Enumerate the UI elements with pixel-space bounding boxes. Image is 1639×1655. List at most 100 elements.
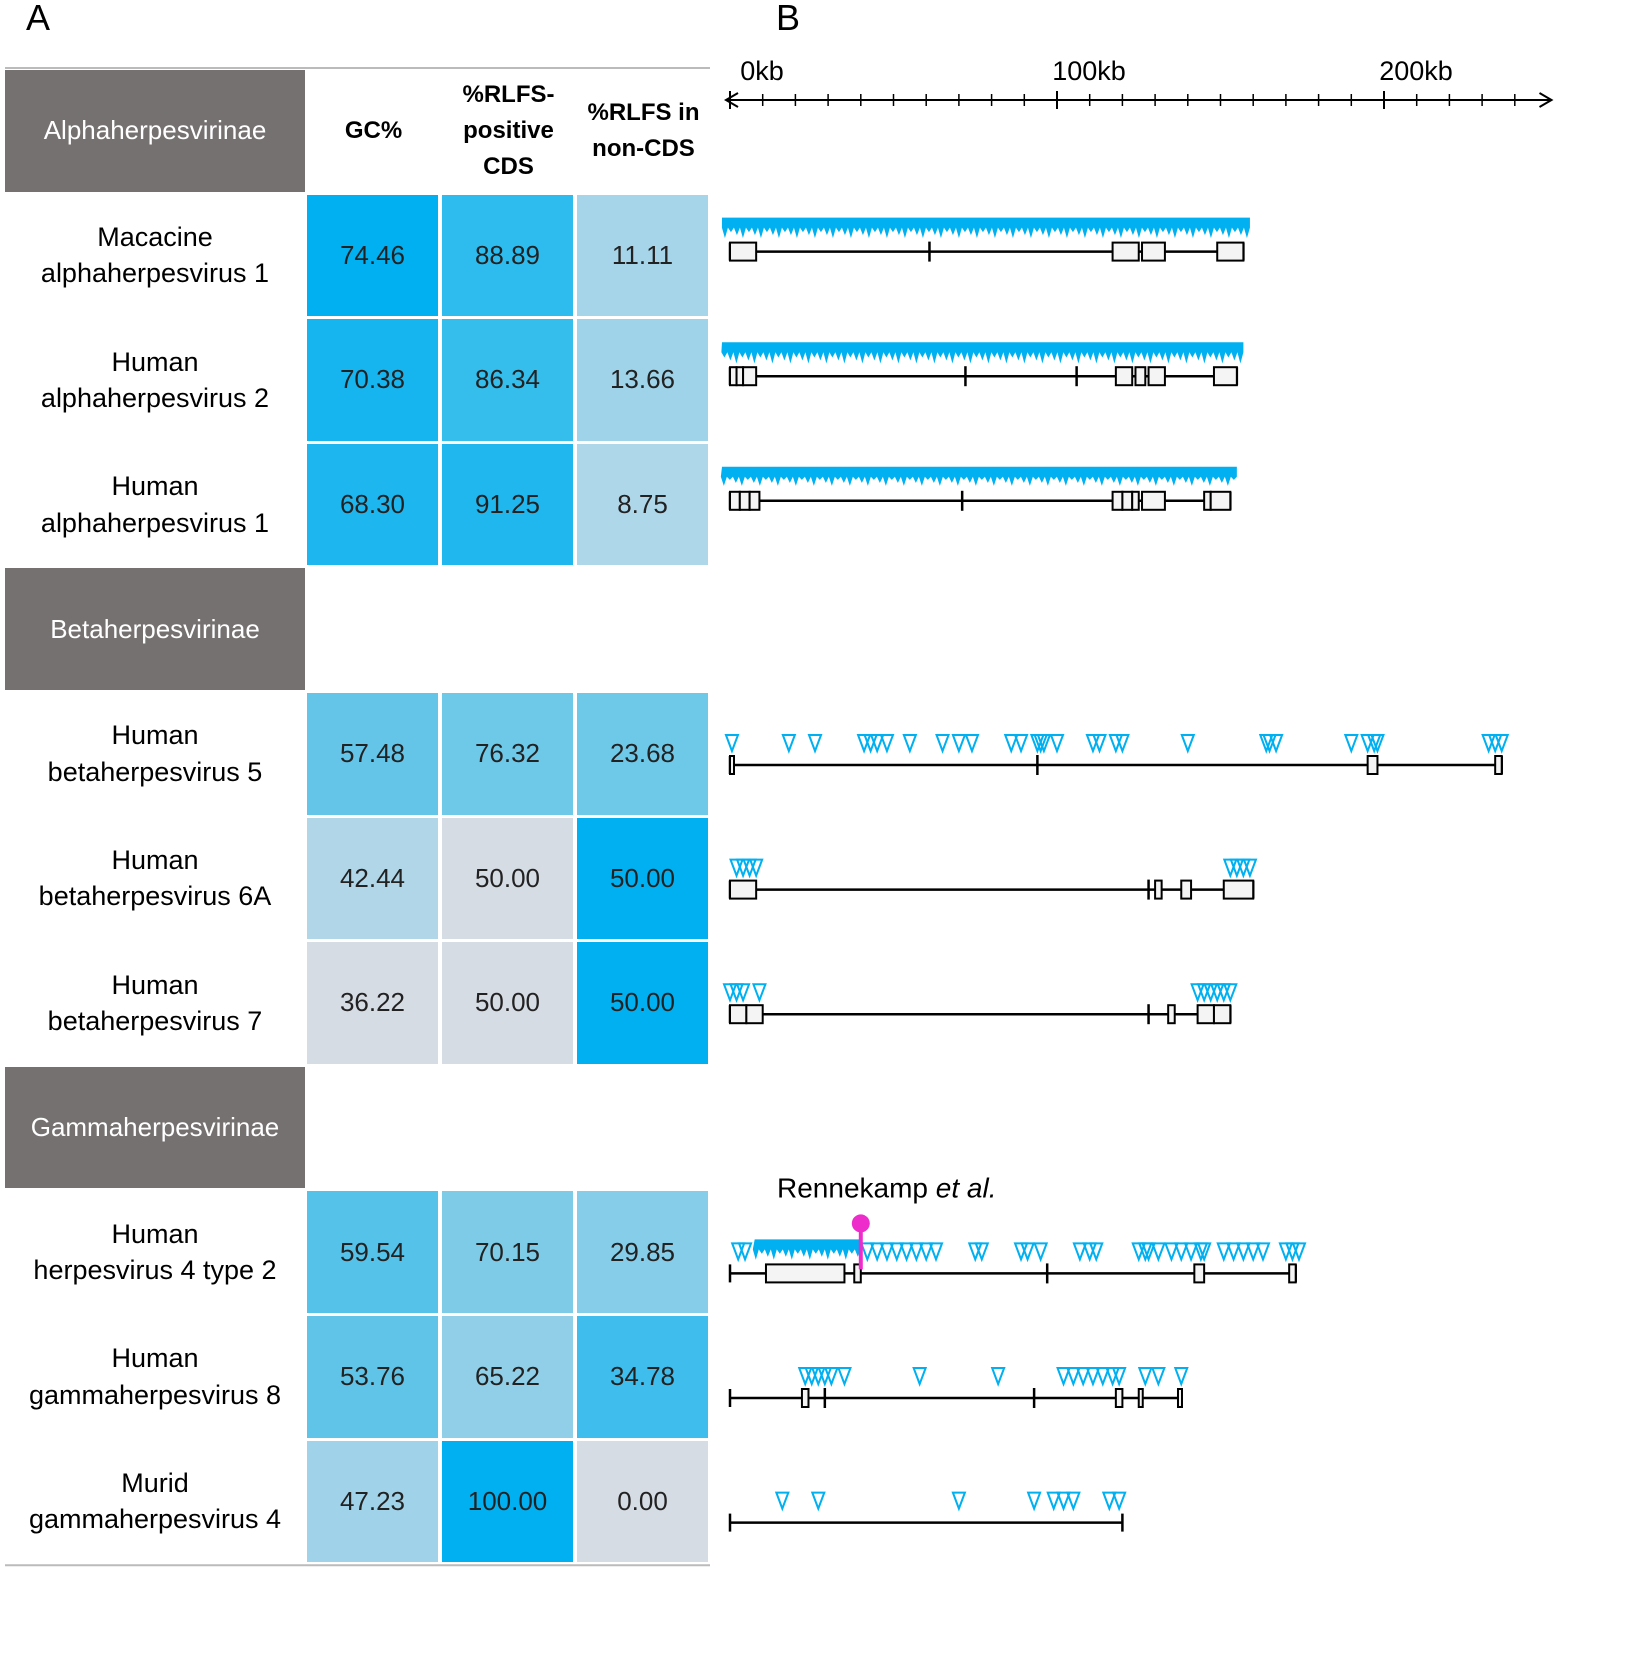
repeat-box — [729, 755, 735, 775]
genome — [722, 983, 1238, 1025]
rlfs-marker — [724, 734, 740, 754]
rlfs-marker — [735, 983, 751, 1004]
panel-label: A — [26, 0, 50, 38]
table-cell: 29.85 — [577, 1191, 708, 1313]
repeat-box — [729, 1004, 748, 1025]
repeat-box — [1494, 755, 1503, 775]
table-cell: 13.66 — [577, 319, 708, 441]
panel-label: B — [776, 0, 800, 38]
rlfs-band — [720, 466, 1237, 486]
rlfs-marker — [879, 1242, 895, 1263]
table-cell: 42.44 — [307, 817, 438, 940]
virus-name: Human herpesvirus 4 type 2 — [33, 1218, 277, 1286]
rlfs-marker — [879, 734, 895, 754]
virus-name: Human betaherpesvirus 6A — [38, 844, 272, 912]
table-cell: 47.23 — [307, 1440, 438, 1563]
virus-name: Human alphaherpesvirus 2 — [40, 346, 270, 413]
table-cell: 70.38 — [307, 319, 438, 441]
table-cell: 74.46 — [307, 194, 438, 317]
repeat-box — [1137, 1388, 1144, 1408]
genome — [728, 1367, 1189, 1408]
rlfs-marker — [1111, 1491, 1127, 1512]
rlfs-marker — [737, 1242, 753, 1263]
table-cell: 57.48 — [307, 693, 438, 815]
repeat-box — [745, 1004, 764, 1025]
rlfs-marker — [912, 1367, 928, 1387]
rlfs-band — [752, 1239, 861, 1260]
repeat-box — [1114, 366, 1134, 387]
rlfs-marker — [859, 1242, 875, 1263]
rlfs-marker — [1036, 734, 1052, 754]
rlfs-marker — [774, 1491, 790, 1512]
genome — [724, 734, 1510, 775]
rlfs-marker — [1114, 734, 1130, 754]
repeat-box — [1111, 241, 1140, 262]
genome — [728, 1239, 1307, 1284]
table-cell: 88.89 — [442, 194, 573, 317]
repeat-box — [1216, 241, 1245, 262]
virus-name: Human gammaherpesvirus 8 — [28, 1343, 282, 1410]
repeat-box — [1222, 879, 1255, 900]
table-cell: 34.78 — [577, 1316, 708, 1438]
table-cell: 86.34 — [442, 319, 573, 441]
repeat-box — [1114, 1388, 1124, 1408]
genome — [720, 466, 1237, 511]
rlfs-marker — [964, 734, 980, 754]
virus-name: Human alphaherpesvirus 1 — [40, 471, 270, 538]
rlfs-marker — [781, 734, 797, 754]
rlfs-marker — [899, 1242, 915, 1263]
genome — [728, 858, 1258, 900]
repeat-box — [1212, 1004, 1232, 1025]
repeat-box — [1167, 1004, 1176, 1025]
table-cell: 50.00 — [577, 817, 708, 940]
group-header: Alphaherpesvirinae — [5, 70, 305, 192]
virus-name: Human betaherpesvirus 5 — [47, 720, 263, 787]
rlfs-marker — [1056, 1491, 1071, 1512]
annotation-text: Rennekamp — [777, 1172, 936, 1203]
rlfs-marker — [1183, 1242, 1199, 1263]
column-header: GC% — [344, 116, 403, 144]
repeat-box — [1131, 490, 1140, 511]
table-cell: 76.32 — [442, 693, 573, 815]
rlfs-marker — [1268, 734, 1284, 754]
repeat-box — [1134, 366, 1147, 387]
rlfs-marker — [902, 734, 918, 754]
rlfs-marker — [823, 1367, 839, 1387]
repeat-box — [1111, 490, 1124, 511]
rlfs-marker — [1343, 734, 1359, 754]
rlfs-marker — [935, 734, 950, 754]
repeat-box — [1288, 1263, 1297, 1284]
table-cell: 53.76 — [307, 1316, 438, 1438]
rlfs-marker — [918, 1242, 934, 1263]
rlfs-marker — [889, 1242, 905, 1263]
rlfs-marker — [1370, 734, 1385, 754]
rlfs-marker — [1150, 1367, 1166, 1387]
rlfs-marker — [990, 1367, 1006, 1387]
rlfs-marker — [1003, 734, 1019, 754]
table-cell: 50.00 — [577, 942, 708, 1064]
table-cell: 0.00 — [577, 1440, 708, 1563]
repeat-box — [729, 490, 741, 511]
axis-arrow — [724, 92, 739, 108]
table-cell: 65.22 — [442, 1316, 573, 1438]
repeat-box — [1193, 1263, 1206, 1284]
rlfs-marker — [951, 1491, 967, 1512]
repeat-box — [1154, 879, 1163, 900]
repeat-box — [1147, 366, 1166, 387]
rlfs-marker — [807, 734, 823, 754]
rlfs-marker — [1150, 1242, 1166, 1263]
annotation-head — [851, 1214, 870, 1233]
rlfs-marker — [1072, 1242, 1088, 1263]
virus-name: Macacine alphaherpesvirus 1 — [40, 221, 270, 289]
rlfs-marker — [1245, 1242, 1261, 1263]
rlfs-marker — [751, 983, 767, 1004]
rlfs-marker — [974, 1242, 990, 1263]
rlfs-marker — [1033, 1242, 1049, 1263]
rlfs-marker — [1141, 1242, 1157, 1263]
rlfs-marker — [1056, 1367, 1071, 1387]
rlfs-marker — [908, 1242, 924, 1263]
table-cell: 50.00 — [442, 817, 573, 940]
rlfs-marker — [928, 1242, 944, 1263]
